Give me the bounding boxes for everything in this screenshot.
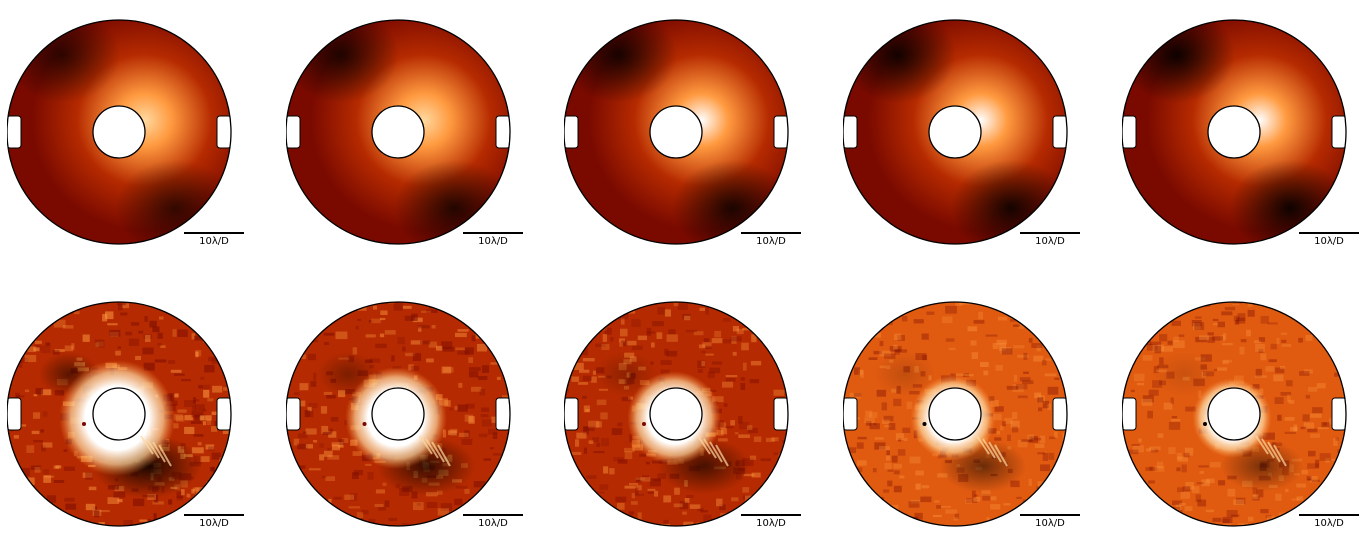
panel-bottom-3: 10λ/D [564,292,814,552]
scale-bar [184,232,244,234]
image-disk [564,301,789,527]
coronagraph-mask [1207,105,1261,159]
image-disk [7,19,232,245]
field-outline [843,19,1068,245]
image-disk [564,19,789,245]
field-outline [1122,19,1347,245]
scale-label: 10λ/D [1035,518,1065,529]
coronagraph-mask [649,105,703,159]
image-disk [286,19,511,245]
panel-top-1: 10λ/D [7,10,257,270]
scale-label: 10λ/D [756,236,786,247]
scale-label: 10λ/D [199,518,229,529]
scale-bar [1020,232,1080,234]
scale-bar [741,232,801,234]
scale-bar [741,514,801,516]
field-outline [843,301,1068,527]
image-disk [843,301,1068,527]
scale-label: 10λ/D [756,518,786,529]
scale-label: 10λ/D [199,236,229,247]
panel-bottom-2: 10λ/D [286,292,536,552]
scale-bar [184,514,244,516]
scale-bar [1299,514,1359,516]
field-outline [564,19,789,245]
panel-bottom-5: 10λ/D [1122,292,1362,552]
coronagraph-mask [649,387,703,441]
coronagraph-mask [92,105,146,159]
field-outline [286,301,511,527]
field-outline [7,19,232,245]
coronagraph-mask [1207,387,1261,441]
scale-label: 10λ/D [1314,236,1344,247]
scale-label: 10λ/D [1314,518,1344,529]
panel-top-5: 10λ/D [1122,10,1362,270]
field-outline [286,19,511,245]
scale-bar [1299,232,1359,234]
coronagraph-mask [928,387,982,441]
coronagraph-mask [371,387,425,441]
field-outline [7,301,232,527]
coronagraph-mask [92,387,146,441]
image-disk [7,301,232,527]
panel-bottom-4: 10λ/D [843,292,1093,552]
scale-bar [463,514,523,516]
panel-bottom-1: 10λ/D [7,292,257,552]
coronagraph-mask [928,105,982,159]
image-disk [286,301,511,527]
scale-bar [463,232,523,234]
coronagraph-mask [371,105,425,159]
scale-bar [1020,514,1080,516]
image-disk [843,19,1068,245]
image-disk [1122,301,1347,527]
panel-top-3: 10λ/D [564,10,814,270]
scale-label: 10λ/D [478,236,508,247]
scale-label: 10λ/D [1035,236,1065,247]
panel-top-2: 10λ/D [286,10,536,270]
field-outline [564,301,789,527]
field-outline [1122,301,1347,527]
image-disk [1122,19,1347,245]
panel-top-4: 10λ/D [843,10,1093,270]
scale-label: 10λ/D [478,518,508,529]
figure-grid: 10λ/D 10λ/D 10λ/D 10λ/D 10λ/D 10λ/D 10λ/D 10λ/D… [7,10,1362,529]
